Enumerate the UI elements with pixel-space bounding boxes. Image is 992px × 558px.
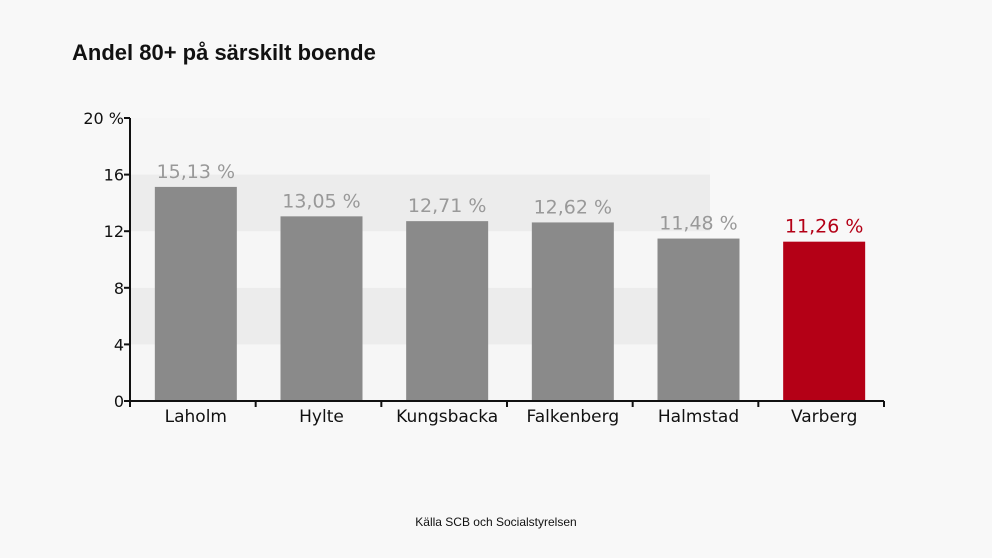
x-tick-label-varberg: Varberg	[791, 407, 857, 427]
bar-kungsbacka	[406, 221, 489, 401]
data-label-hylte: 13,05 %	[282, 190, 361, 212]
grid-band	[130, 118, 710, 175]
y-tick-label: 16	[104, 166, 124, 185]
bar-hylte	[280, 216, 363, 401]
y-tick-label: 4	[114, 335, 124, 354]
y-tick-label: 0	[114, 392, 124, 411]
y-ticks: 0 4 8 12 16 20 %	[83, 109, 130, 411]
y-tick-label: 20 %	[83, 109, 124, 128]
bar-varberg	[783, 241, 866, 401]
x-tick-label-kungsbacka: Kungsbacka	[396, 407, 498, 427]
x-labels: Laholm Hylte Kungsbacka Falkenberg Halmstad V…	[165, 407, 858, 427]
x-tick-label-hylte: Hylte	[299, 407, 344, 427]
data-label-falkenberg: 12,62 %	[534, 196, 613, 218]
data-label-laholm: 15,13 %	[157, 161, 236, 183]
bar-falkenberg	[531, 222, 614, 401]
y-tick-label: 12	[104, 222, 124, 241]
data-label-kungsbacka: 12,71 %	[408, 195, 487, 217]
data-labels: 15,13 % 13,05 % 12,71 % 12,62 % 11,48 % 11,26…	[157, 161, 864, 238]
bar-laholm	[154, 186, 237, 401]
bar-halmstad	[657, 238, 740, 401]
x-tick-label-halmstad: Halmstad	[658, 407, 739, 427]
source-note: Källa SCB och Socialstyrelsen	[415, 515, 576, 529]
chart-title: Andel 80+ på särskilt boende	[72, 40, 376, 65]
x-tick-label-laholm: Laholm	[165, 407, 227, 427]
y-tick-label: 8	[114, 279, 124, 298]
data-label-varberg: 11,26 %	[785, 216, 864, 238]
axes	[129, 118, 885, 407]
data-label-halmstad: 11,48 %	[659, 213, 738, 235]
x-tick-label-falkenberg: Falkenberg	[527, 407, 620, 427]
bars	[154, 186, 866, 401]
